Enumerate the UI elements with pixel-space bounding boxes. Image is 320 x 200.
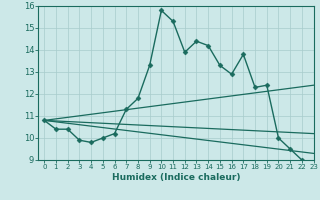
- X-axis label: Humidex (Indice chaleur): Humidex (Indice chaleur): [112, 173, 240, 182]
